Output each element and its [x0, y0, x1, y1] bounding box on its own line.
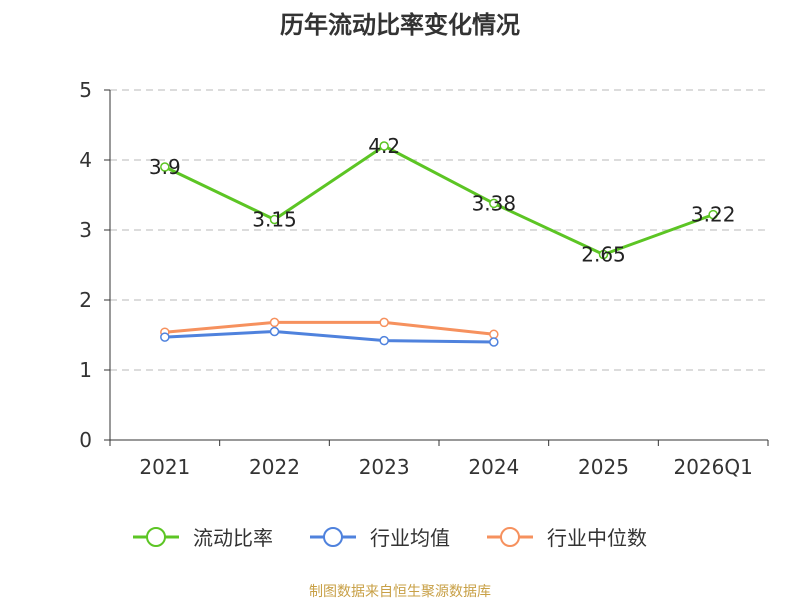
data-label: 2.65 [581, 243, 626, 267]
y-tick-label: 4 [79, 148, 92, 172]
y-tick-label: 1 [79, 358, 92, 382]
legend-swatch-marker [146, 527, 166, 547]
data-point [379, 317, 389, 328]
data-point [489, 329, 499, 340]
legend-item: 流动比率 [133, 526, 273, 550]
data-point [708, 209, 718, 220]
data-label: 3.9 [149, 155, 181, 179]
x-tick-label: 2026Q1 [673, 455, 752, 479]
y-tick-label: 0 [79, 428, 92, 452]
series-main [160, 141, 718, 260]
series-industry-median [160, 317, 499, 340]
legend-label: 行业中位数 [547, 526, 647, 550]
data-point [269, 317, 280, 328]
y-tick-label: 2 [79, 288, 92, 312]
legend-item: 行业均值 [310, 526, 450, 550]
series-line [164, 144, 714, 256]
legend-label: 行业均值 [370, 526, 450, 550]
data-label: 3.22 [691, 203, 736, 227]
data-label: 3.38 [472, 191, 517, 215]
data-point [160, 162, 170, 172]
y-tick-label: 5 [79, 78, 92, 102]
data-point [379, 141, 389, 151]
data-point [160, 332, 170, 342]
legend-label: 流动比率 [193, 526, 273, 550]
y-tick-label: 3 [79, 218, 92, 242]
data-label: 4.2 [368, 134, 400, 158]
data-point [269, 214, 280, 225]
x-tick-label: 2023 [359, 455, 410, 479]
x-tick-label: 2021 [139, 455, 190, 479]
axes: 0 1 2 3 4 5 2021 2022 2023 2024 2025 2026Q1 [79, 78, 769, 479]
series-line [164, 330, 494, 344]
data-point [598, 249, 609, 260]
data-label: 3.15 [252, 208, 297, 232]
series-line [164, 320, 494, 336]
legend-swatch-marker [500, 527, 520, 547]
legend-item: 行业中位数 [487, 526, 647, 550]
legend: 流动比率 行业均值 行业中位数 [133, 526, 647, 550]
legend-swatch-marker [323, 527, 343, 547]
data-point [489, 337, 499, 347]
data-labels: 3.9 3.15 4.2 3.38 2.65 3.22 [149, 134, 736, 267]
data-point [379, 335, 389, 346]
x-tick-label: 2022 [249, 455, 300, 479]
series-industry-mean [160, 326, 499, 347]
grid-lines [110, 89, 768, 371]
x-tick-label: 2024 [468, 455, 519, 479]
data-point [269, 326, 280, 337]
series-layer [160, 141, 718, 347]
data-point [489, 198, 499, 209]
chart-title: 历年流动比率变化情况 [280, 11, 520, 39]
x-tick-label: 2025 [578, 455, 629, 479]
source-note: 制图数据来自恒生聚源数据库 [309, 584, 491, 600]
